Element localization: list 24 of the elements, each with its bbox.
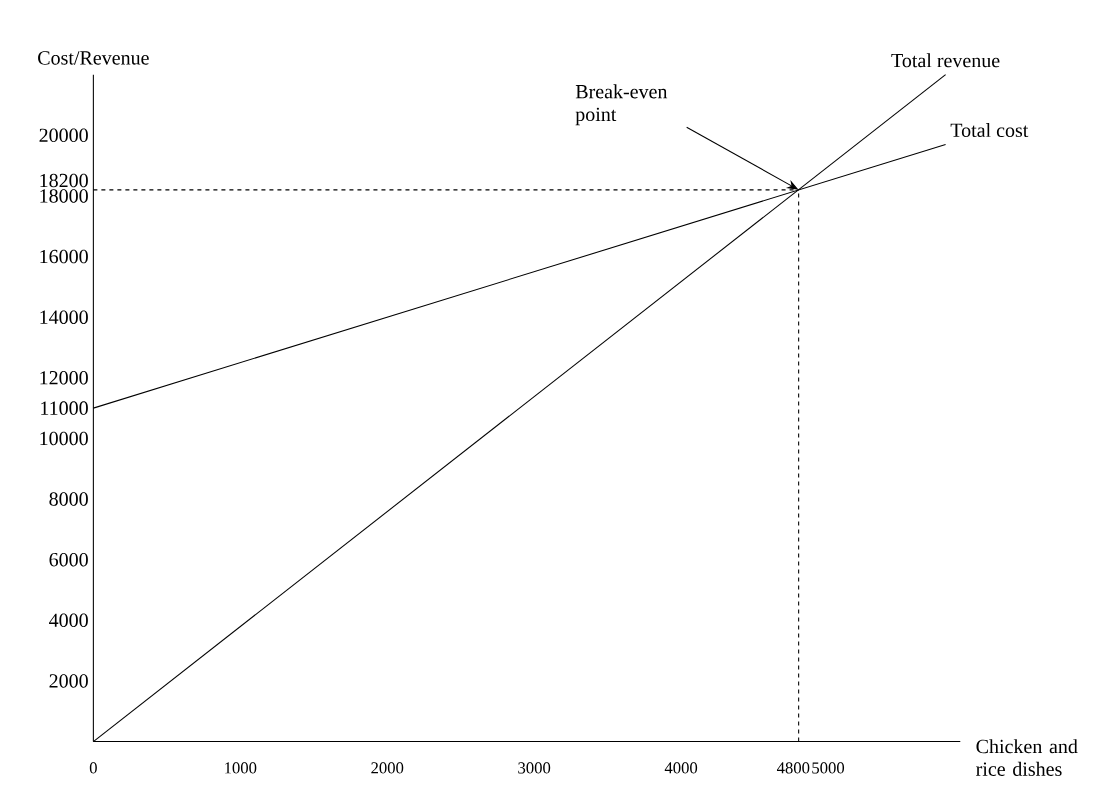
- y-tick-label: 14000: [40, 310, 88, 324]
- x-tick-label: 3000: [518, 762, 551, 774]
- y-tick-label: 18000: [40, 189, 88, 203]
- annotation: Break-even point: [575, 84, 668, 126]
- x-tick-label: 0: [89, 762, 97, 774]
- y-axis-title: Cost/Revenue: [38, 51, 149, 65]
- y-tick-label: 6000: [49, 552, 88, 567]
- y-tick-label: 20000: [39, 128, 88, 142]
- y-tick-label: 16000: [40, 249, 88, 264]
- y-tick-label: 8000: [49, 492, 88, 506]
- y-tick-label: 11000: [41, 401, 88, 415]
- x-axis-title: Chicken and rice dishes: [976, 739, 1078, 776]
- x-tick-label: 4000: [664, 762, 698, 774]
- x-tick-label: 1000: [225, 762, 257, 774]
- series-label: Total revenue: [891, 53, 1000, 68]
- x-tick-label: 4800: [776, 762, 810, 774]
- series-label: Total cost: [950, 122, 1029, 137]
- y-tick-label: 4000: [49, 613, 88, 627]
- y-tick-label: 12000: [40, 370, 88, 385]
- x-tick-label: 2000: [371, 762, 404, 774]
- y-tick-label: 2000: [49, 674, 88, 688]
- y-tick-label: 10000: [40, 431, 88, 446]
- x-tick-label: 5000: [812, 762, 845, 774]
- y-tick-label: 18200: [40, 173, 88, 188]
